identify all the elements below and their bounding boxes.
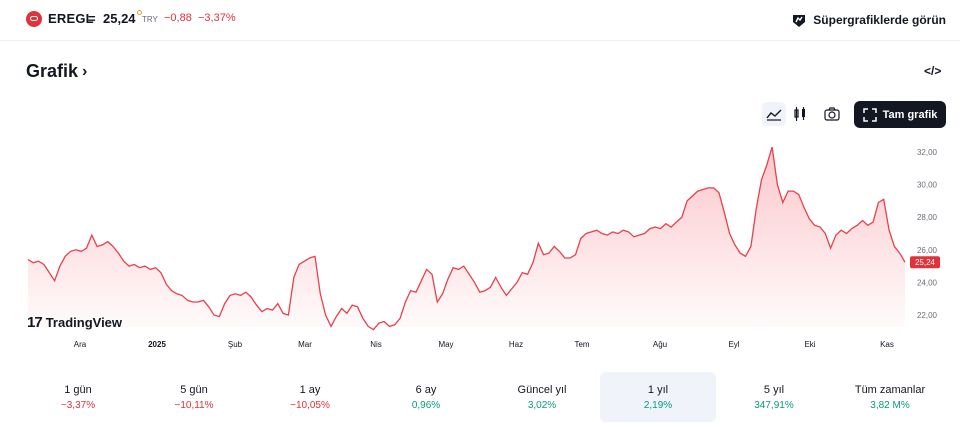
period-label: 5 yıl <box>763 383 785 396</box>
y-tick-label: 30,00 <box>917 181 938 190</box>
market-status-icon <box>137 10 142 15</box>
supercharts-label: Süpergrafiklerde görün <box>813 13 946 27</box>
period-button[interactable]: 5 yıl 347,91% <box>716 372 832 422</box>
price-line <box>27 146 906 331</box>
full-chart-label: Tam grafik <box>882 108 938 121</box>
chart-section-title[interactable]: Grafik › <box>26 61 87 82</box>
candlestick-icon[interactable] <box>788 102 812 126</box>
period-button[interactable]: Tüm zamanlar 3,82 M% <box>832 372 948 422</box>
period-button[interactable]: 1 yıl 2,19% <box>600 372 716 422</box>
price-area-fill <box>28 147 905 330</box>
period-label: Tüm zamanlar <box>854 383 926 396</box>
fullscreen-icon <box>862 107 877 122</box>
full-chart-button[interactable]: Tam grafik <box>854 101 946 128</box>
y-tick-label: 24,00 <box>917 278 938 287</box>
x-tick-label: Şub <box>228 340 243 349</box>
x-tick-label: 2025 <box>148 340 166 349</box>
period-change: 347,91% <box>754 399 794 411</box>
period-selector: 1 gün −3,37% 5 gün −10,11% 1 ay −10,05% 6 ay 0,… <box>20 372 948 422</box>
company-logo-icon <box>26 11 42 27</box>
last-price-label: 25,24 <box>910 256 940 269</box>
last-price-badge <box>910 256 940 269</box>
separator: = <box>88 11 96 26</box>
period-change: 0,96% <box>411 399 441 411</box>
period-button[interactable]: 5 gün −10,11% <box>136 372 252 422</box>
supercharts-link[interactable]: Süpergrafiklerde görün <box>791 10 946 30</box>
chevron-right-icon: › <box>82 62 88 80</box>
period-button[interactable]: 6 ay 0,96% <box>368 372 484 422</box>
price-change-percent: −3,37% <box>198 12 236 24</box>
period-change: 3,82 M% <box>870 399 910 411</box>
period-change: −10,05% <box>290 399 330 411</box>
area-chart-icon[interactable] <box>762 102 786 126</box>
last-price: 25,24 <box>103 11 136 26</box>
x-tick-label: Mar <box>298 340 312 349</box>
x-tick-label: Haz <box>509 340 523 349</box>
y-tick-label: 28,00 <box>917 213 938 222</box>
x-tick-label: Kas <box>880 340 894 349</box>
period-label: 5 gün <box>180 383 208 396</box>
tradingview-label: TradingView <box>45 315 123 330</box>
x-tick-label: May <box>438 340 453 349</box>
period-label: 6 ay <box>415 383 437 396</box>
section-title: Grafik <box>26 61 79 81</box>
x-axis: Ara 2025 Şub Mar Nis May Haz Tem Ağu Eyl Eki Kas <box>74 340 894 349</box>
price-chart[interactable]: 32,00 30,00 28,00 26,00 24,00 22,00 Ara 2025 Şu… <box>0 135 960 355</box>
symbol-name[interactable]: EREGL <box>48 11 94 26</box>
last-price-text: 25,24 <box>915 258 936 267</box>
period-change: −3,37% <box>60 399 96 411</box>
y-tick-label: 22,00 <box>917 311 938 320</box>
y-tick-label: 26,00 <box>917 246 938 255</box>
tradingview-watermark: 17 TradingView <box>27 314 122 331</box>
x-tick-label: Eki <box>804 340 815 349</box>
y-axis: 32,00 30,00 28,00 26,00 24,00 22,00 <box>917 148 938 320</box>
price-change: −0,88 <box>164 12 192 24</box>
x-tick-label: Nis <box>370 340 382 349</box>
x-tick-label: Tem <box>574 340 589 349</box>
period-label: Güncel yıl <box>517 383 567 396</box>
symbol-header: EREGL = 25,24 TRY −0,88 −3,37% Süpergraf… <box>0 0 960 41</box>
supercharts-icon <box>791 12 807 28</box>
period-label: 1 yıl <box>647 383 669 396</box>
currency-label: TRY <box>142 15 158 24</box>
y-tick-label: 32,00 <box>917 148 938 157</box>
camera-icon[interactable] <box>820 102 844 126</box>
x-tick-label: Eyl <box>728 340 739 349</box>
x-tick-label: Ara <box>74 340 87 349</box>
x-tick-label: Ağu <box>653 340 667 349</box>
code-icon[interactable]: </> <box>924 64 942 78</box>
tradingview-logo-icon: 17 <box>27 314 43 331</box>
period-label: 1 gün <box>64 383 92 396</box>
period-change: −10,11% <box>174 399 214 411</box>
period-change: 3,02% <box>527 399 557 411</box>
period-label: 1 ay <box>299 383 321 396</box>
period-button[interactable]: 1 ay −10,05% <box>252 372 368 422</box>
period-change: 2,19% <box>643 399 673 411</box>
period-button[interactable]: Güncel yıl 3,02% <box>484 372 600 422</box>
period-button[interactable]: 1 gün −3,37% <box>20 372 136 422</box>
